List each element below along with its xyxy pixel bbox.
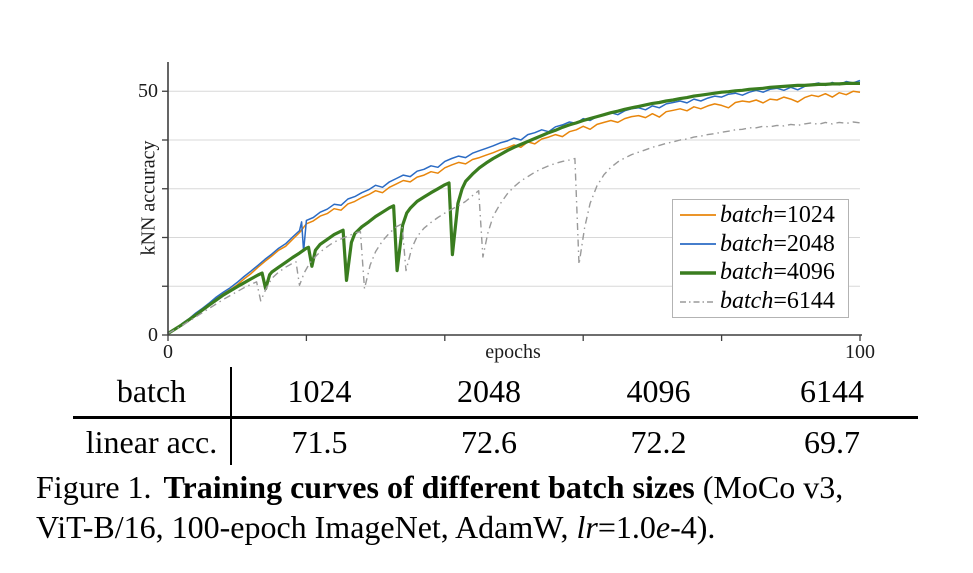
legend-entry-batch-2048: batch=2048 [673,231,848,258]
series-batch=1024 [167,90,861,335]
legend: batch=1024 batch=2048 batch=4096 batch=6… [672,199,849,318]
legend-label: batch=6144 [720,288,835,315]
x-axis-label: epochs [485,341,541,363]
legend-entry-batch-4096: batch=4096 [673,259,848,286]
y-axis-label: kNN accuracy [137,140,160,256]
table-cell-batch-4096: 4096 [571,367,746,419]
table-cell-linear-acc-6144: 69.7 [804,423,860,460]
caption-settings: ViT-B/16, 100-epoch ImageNet, AdamW, [36,509,577,545]
caption-tail: -4). [670,509,716,545]
table-row-label-batch: batch [73,367,232,419]
legend-line-sample-batch-2048 [679,240,717,248]
legend-entry-batch-6144: batch=6144 [673,288,848,315]
legend-entry-batch-1024: batch=1024 [673,202,848,229]
training-curves-chart [162,62,862,341]
results-table: batch 1024 2048 4096 6144 linear acc. 71… [73,367,918,465]
series-batch=4096 [167,81,860,335]
table-cell-batch-1024: 1024 [231,367,407,419]
caption-e: e [655,509,671,545]
table-row-label-linear-acc: linear acc. [73,417,232,465]
table-cell-linear-acc-4096: 72.2 [630,423,687,460]
table-cell-linear-acc-1024: 71.5 [291,423,348,460]
table-row-batch: batch 1024 2048 4096 6144 [73,367,918,419]
caption-lr-value: =1.0 [597,509,656,545]
caption-line-2: ViT-B/16, 100-epoch ImageNet, AdamW, lr=… [36,507,966,547]
caption-title: Training curves of different batch sizes [163,469,695,505]
legend-line-sample-batch-6144 [679,298,717,306]
series-batch=2048 [167,79,861,335]
caption-label: Figure 1. [36,469,152,505]
legend-label: batch=2048 [720,230,835,257]
figure-caption: Figure 1. Training curves of different ba… [36,467,966,547]
caption-after-title: (MoCo v3, [694,469,844,505]
caption-lr: lr [576,509,598,545]
legend-line-sample-batch-4096 [679,269,717,277]
series-batch=6144 [167,121,861,335]
x-tick-label-0: 0 [163,341,173,363]
legend-label: batch=1024 [720,201,835,228]
legend-line-sample-batch-1024 [679,211,717,219]
y-tick-label-0: 0 [148,324,158,346]
table-cell-batch-6144: 6144 [746,367,918,419]
x-tick-label-100: 100 [845,341,875,363]
table-row-linear-acc: linear acc. 71.5 72.6 72.2 69.7 [73,417,918,465]
y-tick-label-50: 50 [138,80,158,102]
table-cell-batch-2048: 2048 [407,367,571,419]
table-cell-linear-acc-2048: 72.6 [461,423,517,460]
caption-line-1: Figure 1. Training curves of different ba… [36,467,966,507]
legend-label: batch=4096 [720,259,835,286]
